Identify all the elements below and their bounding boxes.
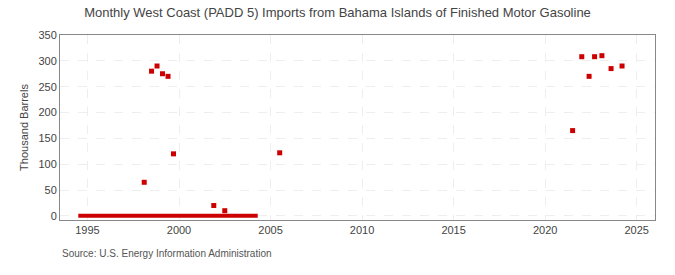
svg-text:2025: 2025 [624,224,648,236]
svg-text:350: 350 [38,29,56,41]
svg-text:Source: U.S. Energy Informatio: Source: U.S. Energy Information Administ… [62,248,272,259]
svg-text:100: 100 [38,158,56,170]
svg-text:200: 200 [38,106,56,118]
svg-text:300: 300 [38,55,56,67]
svg-text:2000: 2000 [167,224,191,236]
svg-text:2020: 2020 [533,224,557,236]
svg-text:150: 150 [38,132,56,144]
svg-text:2005: 2005 [258,224,282,236]
svg-text:Monthly West Coast (PADD 5) Im: Monthly West Coast (PADD 5) Imports from… [84,5,591,20]
svg-text:250: 250 [38,81,56,93]
svg-text:0: 0 [51,210,57,222]
svg-text:1995: 1995 [75,224,99,236]
svg-text:50: 50 [45,184,57,196]
svg-text:Thousand Barrels: Thousand Barrels [18,84,30,171]
svg-text:2010: 2010 [350,224,374,236]
svg-text:2015: 2015 [441,224,465,236]
